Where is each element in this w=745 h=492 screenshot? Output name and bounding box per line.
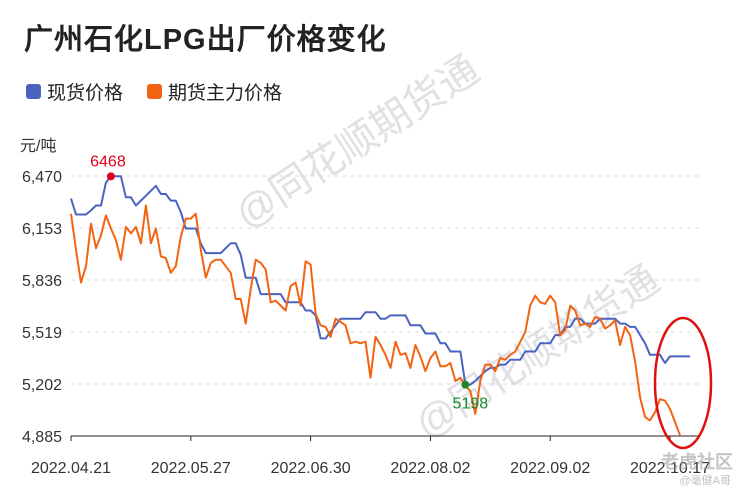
y-tick-label: 5,519 xyxy=(22,325,62,342)
max-point xyxy=(106,172,115,181)
series-line-spot xyxy=(70,175,690,386)
grid xyxy=(70,175,700,441)
y-axis-ticks: 4,885 5,202 5,519 5,836 6,153 6,470 xyxy=(22,169,62,446)
legend-swatch-spot xyxy=(26,84,41,99)
legend-label-futures: 期货主力价格 xyxy=(168,83,283,104)
series-line-futures xyxy=(70,204,681,436)
y-tick-label: 6,153 xyxy=(22,221,62,238)
legend: 现货价格 期货主力价格 xyxy=(26,78,306,105)
x-tick-label: 2022.05.27 xyxy=(151,460,231,477)
y-tick-label: 6,470 xyxy=(22,169,62,186)
min-point-label: 5198 xyxy=(453,396,489,413)
x-tick-label: 2022.10.17 xyxy=(630,460,710,477)
min-point xyxy=(461,380,470,389)
corner-watermark-sub: @毫健A哥 xyxy=(679,475,731,487)
x-tick-label: 2022.09.02 xyxy=(510,460,590,477)
legend-swatch-futures xyxy=(147,84,163,99)
legend-item-futures[interactable]: 期货主力价格 xyxy=(147,78,282,105)
max-point-label: 6468 xyxy=(90,153,126,170)
legend-item-spot[interactable]: 现货价格 xyxy=(26,78,123,105)
y-tick-label: 5,836 xyxy=(22,273,62,290)
annotations: 6468 5198 xyxy=(90,153,713,450)
chart-title: 广州石化LPG出厂价格变化 xyxy=(24,24,387,56)
highlight-ellipse xyxy=(653,316,713,450)
x-tick-label: 2022.06.30 xyxy=(271,460,351,477)
legend-label-spot: 现货价格 xyxy=(47,83,124,104)
x-axis-ticks: 2022.04.21 2022.05.27 2022.06.30 2022.08.02… xyxy=(31,460,710,477)
x-tick-label: 2022.08.02 xyxy=(390,460,470,477)
y-axis-unit: 元/吨 xyxy=(20,138,57,155)
x-tick-label: 2022.04.21 xyxy=(31,460,111,477)
series-lines xyxy=(70,175,690,436)
y-tick-label: 4,885 xyxy=(22,429,62,446)
y-tick-label: 5,202 xyxy=(22,377,62,394)
corner-watermark: 老虎社区 xyxy=(661,452,733,472)
